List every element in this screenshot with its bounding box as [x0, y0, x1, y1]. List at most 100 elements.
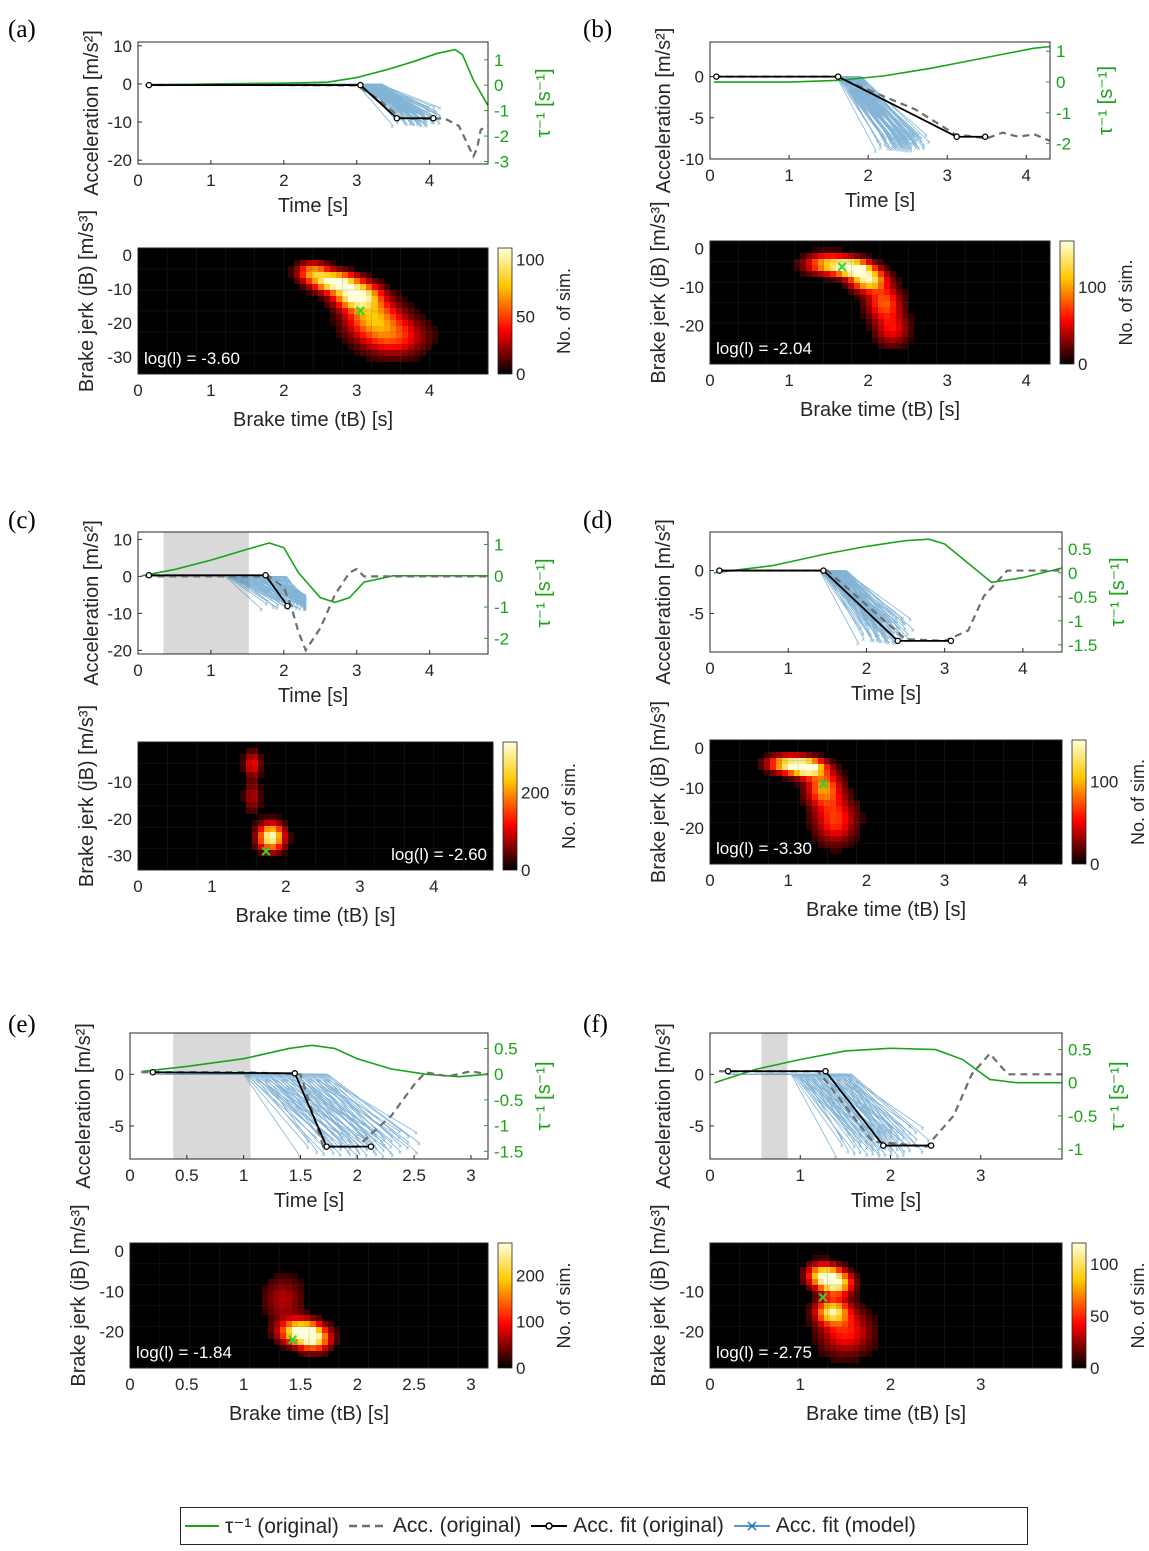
heatmap-cell	[836, 1351, 842, 1357]
heatmap-cell	[818, 247, 824, 253]
heatmap-cell	[872, 271, 878, 277]
model-fit-marker: ×	[874, 633, 878, 640]
heatmap-cell	[354, 308, 360, 314]
y-tick-label: -20	[107, 641, 132, 660]
heatmap-cell	[890, 301, 896, 307]
heatmap-y-tick-label: -10	[679, 278, 704, 297]
heatmap-cell	[264, 832, 270, 838]
heatmap-cell	[806, 1285, 812, 1291]
heatmap-cell	[274, 1273, 280, 1279]
heatmap-cell	[354, 302, 360, 308]
heatmap-cell	[240, 766, 246, 772]
heatmap-cell	[800, 764, 806, 770]
heatmap-cell	[354, 332, 360, 338]
colorbar-label: No. of sim.	[1116, 259, 1136, 345]
heatmap-cell	[878, 319, 884, 325]
heatmap-cell	[818, 770, 824, 776]
heatmap-cell	[402, 326, 408, 332]
heatmap-cell	[830, 1345, 836, 1351]
heatmap-cell	[304, 1315, 310, 1321]
y2-tick-label: 1	[494, 536, 503, 555]
model-fit-marker: ×	[916, 136, 920, 143]
model-fit-marker: ×	[315, 1150, 319, 1157]
heatmap-cell	[836, 1321, 842, 1327]
heatmap-cell	[348, 296, 354, 302]
model-fit-marker: ×	[893, 147, 897, 154]
model-fit-marker: ×	[846, 1132, 850, 1139]
model-fit-marker: ×	[890, 640, 894, 647]
heatmap-cell	[336, 266, 342, 272]
x-tick-label: 2	[862, 659, 871, 678]
heatmap-cell	[878, 277, 884, 283]
heatmap-cell	[818, 1255, 824, 1261]
heatmap-cell	[830, 1273, 836, 1279]
heatmap-cell	[848, 788, 854, 794]
heatmap-cell	[812, 770, 818, 776]
heatmap-cell	[842, 1297, 848, 1303]
legend-acc-fit-model-line-icon	[733, 1521, 770, 1531]
heatmap-cell	[268, 1279, 274, 1285]
heatmap-cell	[280, 1303, 286, 1309]
panel-label: (a)	[8, 16, 36, 43]
heatmap-cell	[866, 1339, 872, 1345]
heatmap-cell	[860, 1303, 866, 1309]
model-fit-marker: ×	[906, 148, 910, 155]
x-tick-label: 1	[796, 1166, 805, 1185]
heatmap-cell	[842, 836, 848, 842]
heatmap-cell	[800, 770, 806, 776]
x-tick-label: 2.5	[402, 1166, 426, 1185]
heatmap-cell	[908, 331, 914, 337]
model-fit-marker: ×	[872, 623, 876, 630]
heatmap-cell	[318, 290, 324, 296]
heatmap-cell	[896, 301, 902, 307]
heatmap-cell	[408, 320, 414, 326]
heatmap-cell	[818, 794, 824, 800]
heatmap-cell	[336, 284, 342, 290]
heatmap-grid	[138, 742, 493, 870]
heatmap-cell	[432, 326, 438, 332]
heatmap-cell	[378, 296, 384, 302]
heatmap-cell	[390, 344, 396, 350]
heatmap-cell	[342, 266, 348, 272]
heatmap-cell	[836, 1333, 842, 1339]
colorbar-label: No. of sim.	[554, 268, 574, 354]
best-fit-marker: ×	[837, 257, 848, 277]
model-fit-marker: ×	[924, 133, 928, 140]
heatmap-cell	[298, 1309, 304, 1315]
x-tick-label: 0	[133, 171, 142, 190]
heatmap-cell	[848, 1339, 854, 1345]
heatmap-cell	[390, 302, 396, 308]
heatmap-cell	[298, 1351, 304, 1357]
model-fit-marker: ×	[866, 622, 870, 629]
heatmap-y-tick-label: -30	[107, 846, 132, 865]
heatmap-cell	[830, 1279, 836, 1285]
model-fit-marker: ×	[858, 1144, 862, 1151]
model-fit-marker: ×	[872, 628, 876, 635]
model-fit-marker: ×	[885, 640, 889, 647]
model-fit-lines: ××××××××××××××××××××××××××××××××××××××××…	[716, 76, 931, 156]
panel-label: (f)	[583, 1011, 608, 1038]
heatmap-cell	[348, 320, 354, 326]
model-fit-marker: ×	[412, 111, 416, 118]
heatmap-cell	[818, 1303, 824, 1309]
model-fit-marker: ×	[363, 1139, 367, 1146]
heatmap-cell	[896, 295, 902, 301]
heatmap-cell	[282, 844, 288, 850]
heatmap-cell	[280, 1327, 286, 1333]
heatmap-cell	[408, 332, 414, 338]
heatmap-cell	[366, 320, 372, 326]
heatmap-cell	[812, 758, 818, 764]
heatmap-x-tick-label: 3	[352, 381, 361, 400]
heatmap-cell	[390, 326, 396, 332]
heatmap-cell	[842, 1285, 848, 1291]
heatmap-cell	[896, 289, 902, 295]
heatmap-cell	[902, 319, 908, 325]
panel-e: (e)×××××××××××××××××××××××××××××××××××××…	[8, 1011, 574, 1425]
heatmap-cell	[830, 818, 836, 824]
heatmap-cell	[836, 1297, 842, 1303]
model-fit-marker: ×	[919, 136, 923, 143]
model-fit-marker: ×	[904, 148, 908, 155]
model-fit-marker: ×	[419, 120, 423, 127]
heatmap-cell	[884, 319, 890, 325]
